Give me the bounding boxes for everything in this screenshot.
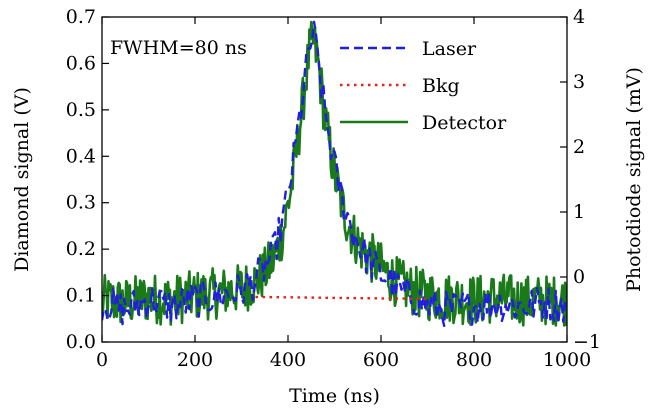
x-axis-label: Time (ns) [289, 385, 380, 407]
y-tick-label-left: 0.4 [66, 145, 96, 167]
y-tick-label-left: 0.5 [66, 99, 96, 121]
legend-label-detector: Detector [422, 112, 507, 134]
y-tick-label-left: 0.0 [66, 331, 96, 353]
y-tick-label-right: 0 [573, 266, 585, 288]
y-tick-label-left: 0.7 [66, 6, 96, 28]
x-tick-label: 1000 [543, 349, 591, 371]
y-tick-label-left: 0.1 [66, 285, 96, 307]
y-tick-label-left: 0.2 [66, 238, 96, 260]
series-detector-line [102, 20, 567, 327]
plot-frame [101, 16, 568, 343]
x-tick-label: 200 [177, 349, 213, 371]
y-tick-label-right: −1 [573, 331, 601, 353]
annotation: FWHM=80 ns [110, 37, 247, 59]
y-tick-label-left: 0.3 [66, 192, 96, 214]
legend-label-bkg: Bkg [422, 75, 460, 97]
x-tick-label: 600 [363, 349, 399, 371]
y-axis-label-right: Photodiode signal (mV) [623, 67, 645, 292]
x-tick-label: 800 [456, 349, 492, 371]
y-axis-label-left: Diamond signal (V) [11, 87, 33, 272]
x-tick-label: 0 [96, 349, 108, 371]
series-laser-line [102, 20, 567, 327]
x-tick-label: 400 [270, 349, 306, 371]
y-tick-label-left: 0.6 [66, 52, 96, 74]
y-tick-label-right: 1 [573, 201, 585, 223]
legend-label-laser: Laser [422, 38, 477, 60]
y-tick-label-right: 3 [573, 71, 585, 93]
y-tick-label-right: 2 [573, 136, 585, 158]
series-bkg-line [255, 295, 428, 300]
y-tick-label-right: 4 [573, 6, 585, 28]
legend: Laser Bkg Detector [340, 38, 507, 134]
